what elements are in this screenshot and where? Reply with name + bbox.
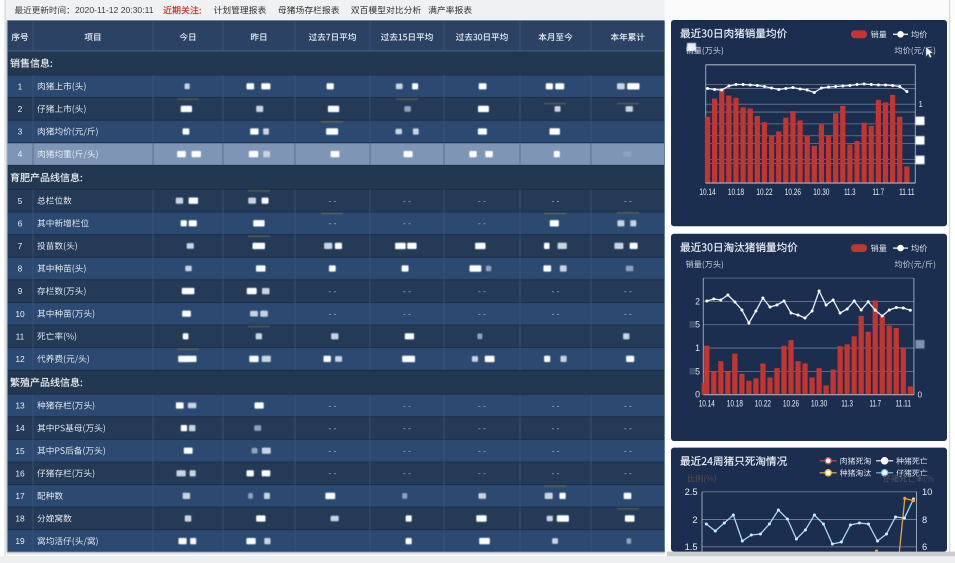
svg-text:6: 6 (922, 542, 927, 552)
svg-text:- -: - - (478, 218, 486, 228)
svg-text:13: 13 (15, 401, 25, 411)
svg-text:- -: - - (403, 446, 411, 456)
svg-text:1: 1 (919, 100, 923, 109)
svg-text:11.7: 11.7 (873, 187, 885, 197)
svg-text:- -: - - (403, 286, 411, 296)
svg-text:10.30: 10.30 (811, 399, 827, 409)
svg-text:10.18: 10.18 (728, 187, 744, 197)
svg-text:2.5: 2.5 (685, 487, 698, 497)
svg-text:10.14: 10.14 (699, 399, 715, 409)
svg-text:- -: - - (624, 446, 632, 456)
svg-text:- -: - - (478, 446, 486, 456)
svg-text:- -: - - (329, 218, 337, 228)
svg-text:- -: - - (552, 468, 560, 478)
svg-text:- -: - - (624, 286, 632, 296)
svg-text:0: 0 (695, 390, 700, 400)
svg-text:8: 8 (18, 264, 23, 274)
svg-text:6: 6 (18, 218, 23, 228)
svg-text:18: 18 (15, 514, 25, 524)
svg-text:- -: - - (552, 400, 560, 410)
svg-text:5: 5 (695, 320, 700, 330)
svg-text:- -: - - (624, 423, 632, 433)
svg-text:10.14: 10.14 (699, 187, 715, 197)
svg-text:- -: - - (478, 309, 486, 319)
svg-text:4: 4 (18, 149, 23, 159)
svg-text:2020-11-12 20:30:11: 2020-11-12 20:30:11 (75, 5, 154, 15)
svg-text:2: 2 (692, 515, 697, 525)
svg-text:- -: - - (329, 468, 337, 478)
svg-text:- -: - - (403, 468, 411, 478)
svg-text:19: 19 (15, 536, 25, 546)
svg-text:- -: - - (624, 468, 632, 478)
svg-text:- -: - - (478, 196, 486, 206)
svg-text:- -: - - (624, 309, 632, 319)
svg-text:10.18: 10.18 (727, 399, 743, 409)
svg-text:- -: - - (403, 400, 411, 410)
svg-text:- -: - - (329, 423, 337, 433)
svg-text:- -: - - (329, 446, 337, 456)
svg-text:7: 7 (18, 241, 23, 251)
svg-text:15: 15 (15, 446, 25, 456)
svg-text:- -: - - (552, 423, 560, 433)
svg-text:- -: - - (329, 309, 337, 319)
svg-text:14: 14 (15, 423, 25, 433)
svg-text:- -: - - (552, 286, 560, 296)
svg-text:0: 0 (918, 391, 923, 400)
svg-text:16: 16 (15, 468, 25, 478)
svg-text:11.3: 11.3 (844, 187, 856, 197)
svg-text:10.22: 10.22 (755, 399, 771, 409)
svg-text:10: 10 (922, 487, 932, 497)
svg-text:10.26: 10.26 (783, 399, 799, 409)
svg-text:1.5: 1.5 (685, 542, 698, 552)
svg-text:3: 3 (18, 127, 23, 137)
svg-text:- -: - - (403, 309, 411, 319)
svg-text:2: 2 (695, 296, 700, 306)
svg-text:2: 2 (18, 104, 23, 114)
svg-text:- -: - - (478, 400, 486, 410)
svg-text:- -: - - (478, 423, 486, 433)
svg-text:11.11: 11.11 (896, 399, 912, 409)
svg-text:1: 1 (695, 343, 700, 353)
svg-text:- -: - - (403, 218, 411, 228)
svg-text:5: 5 (18, 196, 23, 206)
svg-text:9: 9 (18, 286, 23, 296)
svg-text:12: 12 (15, 354, 25, 364)
svg-text:- -: - - (403, 196, 411, 206)
svg-text:17: 17 (15, 491, 25, 501)
svg-text:- -: - - (552, 309, 560, 319)
svg-text:5: 5 (695, 366, 700, 376)
svg-text:11.3: 11.3 (841, 399, 853, 409)
svg-text:- -: - - (329, 286, 337, 296)
svg-text:- -: - - (329, 196, 337, 206)
svg-text:11: 11 (16, 331, 25, 341)
svg-text:11.7: 11.7 (870, 399, 882, 409)
svg-text:- -: - - (403, 423, 411, 433)
svg-text:- -: - - (552, 196, 560, 206)
svg-text:- -: - - (478, 286, 486, 296)
svg-text:10.22: 10.22 (756, 187, 772, 197)
svg-text:11.11: 11.11 (899, 187, 915, 197)
svg-text:1: 1 (18, 81, 23, 91)
svg-text:- -: - - (329, 400, 337, 410)
svg-text:- -: - - (624, 196, 632, 206)
svg-text:10: 10 (15, 309, 25, 319)
svg-text:- -: - - (478, 468, 486, 478)
svg-text:- -: - - (624, 400, 632, 410)
svg-text:- -: - - (552, 446, 560, 456)
svg-text:10.26: 10.26 (785, 187, 801, 197)
svg-text:10.30: 10.30 (813, 187, 829, 197)
svg-text:8: 8 (922, 515, 927, 525)
